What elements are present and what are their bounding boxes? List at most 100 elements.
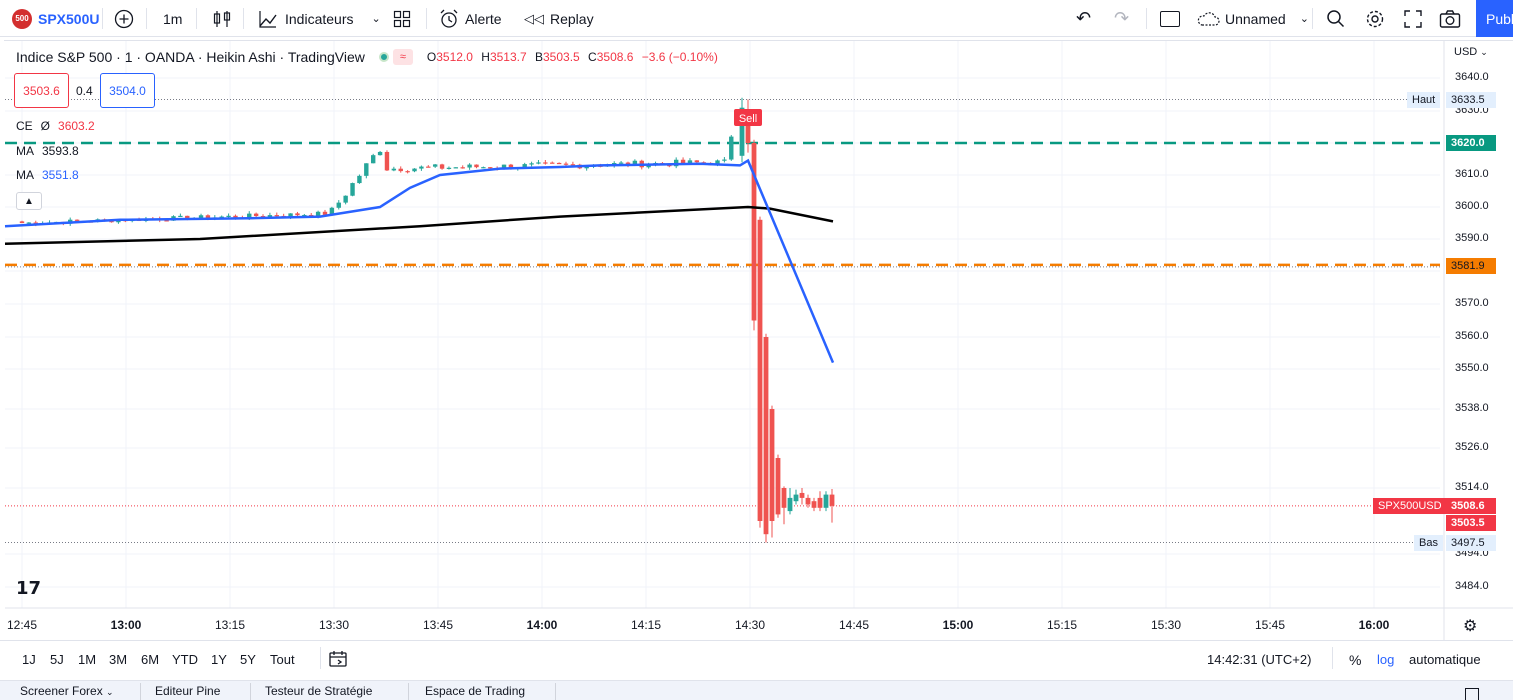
data-problem-icon[interactable]: ≈	[392, 49, 413, 65]
log-toggle[interactable]: log	[1377, 652, 1395, 667]
ohlc-values: O3512.0 H3513.7 B3503.5 C3508.6 −3.6 (−0…	[426, 50, 718, 64]
fullscreen-button[interactable]	[1403, 0, 1423, 37]
candle-body	[715, 160, 720, 166]
search-icon	[1327, 9, 1345, 27]
candle-body	[488, 167, 493, 169]
goto-date-button[interactable]	[328, 649, 348, 672]
candle-body	[823, 494, 829, 508]
candle-body	[763, 337, 769, 535]
candle-body	[350, 183, 355, 196]
price-tick: 3538.0	[1455, 402, 1489, 414]
candle-body	[739, 107, 745, 156]
price-tick: 3526.0	[1455, 441, 1489, 453]
indicator-name: MA	[16, 144, 34, 158]
tradingview-logo[interactable]: 17	[16, 578, 42, 599]
candle-body	[769, 409, 775, 521]
indicator-ma-slow[interactable]: MA 3593.8	[16, 144, 79, 158]
range-button-1y[interactable]: 1Y	[211, 652, 227, 667]
range-button-5y[interactable]: 5Y	[240, 652, 256, 667]
indicators-button[interactable]: Indicateurs ⌄	[257, 0, 381, 37]
auto-toggle[interactable]: automatique	[1409, 652, 1481, 667]
range-button-tout[interactable]: Tout	[270, 652, 295, 667]
bar-style-button[interactable]	[212, 0, 232, 37]
indicator-ce[interactable]: CE Ø 3603.2	[16, 119, 95, 133]
range-button-1j[interactable]: 1J	[22, 652, 36, 667]
snapshot-button[interactable]	[1439, 0, 1461, 37]
alarm-clock-icon	[440, 9, 458, 28]
candle-body	[694, 160, 700, 163]
candle-body	[274, 215, 279, 217]
settings-button[interactable]	[1365, 0, 1385, 37]
price-tick: 3590.0	[1455, 232, 1489, 244]
tab-forex-screener[interactable]: Screener Forex ⌄	[20, 684, 114, 698]
range-button-1m[interactable]: 1M	[78, 652, 97, 667]
range-button-5j[interactable]: 5J	[50, 652, 64, 667]
layout-name-button[interactable]: Unnamed ⌄	[1196, 0, 1309, 37]
maximize-panel-icon[interactable]	[1465, 688, 1479, 700]
range-button-ytd[interactable]: YTD	[172, 652, 198, 667]
candle-body	[295, 213, 300, 216]
time-tick: 14:00	[526, 618, 558, 632]
chart-grid	[5, 41, 1513, 640]
chart-pane[interactable]	[4, 40, 1513, 640]
candle-body	[74, 219, 80, 221]
candle-body	[474, 164, 479, 168]
layout-name: Unnamed	[1225, 10, 1286, 27]
alert-button[interactable]: Alerte	[438, 0, 502, 37]
candle-body	[550, 162, 555, 164]
search-button[interactable]	[1326, 0, 1346, 37]
tab-strategy-tester[interactable]: Testeur de Stratégie	[265, 684, 373, 698]
candle-body	[508, 164, 514, 169]
candle-body	[680, 159, 686, 164]
symbol-search[interactable]: 500 SPX500USD	[12, 0, 100, 37]
candle-body	[426, 166, 431, 168]
candle-body	[405, 171, 410, 173]
buy-button[interactable]: 3504.0	[100, 73, 155, 108]
candle-body	[460, 167, 465, 169]
collapse-legend-button[interactable]: ▲	[16, 192, 42, 210]
orange-level-label: 3581.9	[1446, 258, 1496, 274]
redo-button[interactable]: ↷	[1114, 0, 1129, 37]
time-tick: 13:15	[214, 618, 246, 632]
candle-body	[751, 143, 757, 321]
symbol-title: Indice S&P 500 · 1 · OANDA · Heikin Ashi…	[16, 49, 365, 65]
publish-button[interactable]: Publ	[1476, 0, 1513, 37]
signal-marks: Sell	[734, 109, 762, 126]
price-tick: 3560.0	[1455, 330, 1489, 342]
indicator-ma-fast[interactable]: MA 3551.8	[16, 168, 79, 182]
currency-selector[interactable]: USD ⌄	[1454, 46, 1488, 58]
sell-button[interactable]: 3503.6	[14, 73, 69, 108]
indicator-name: CE	[16, 119, 33, 133]
tab-pine-editor[interactable]: Editeur Pine	[155, 684, 221, 698]
layouts-button[interactable]	[393, 0, 411, 37]
undo-button[interactable]: ↶	[1076, 0, 1091, 37]
interval-button[interactable]: 1m	[163, 10, 183, 27]
tab-trading-panel[interactable]: Espace de Trading	[425, 684, 526, 698]
candle-body	[198, 215, 204, 218]
fullscreen-layout-button[interactable]	[1160, 0, 1180, 37]
chevron-down-icon: ⌄	[1299, 13, 1309, 25]
range-button-6m[interactable]: 6M	[141, 652, 160, 667]
low-value: 3497.5	[1446, 535, 1496, 551]
time-tick: 13:30	[318, 618, 350, 632]
cloud-icon	[1197, 11, 1220, 26]
axis-settings-button[interactable]: ⚙	[1463, 616, 1477, 636]
time-tick: 16:00	[1358, 618, 1390, 632]
replay-button[interactable]: ◁◁ Replay	[524, 0, 594, 37]
candle-body	[687, 160, 693, 164]
range-button-3m[interactable]: 3M	[109, 652, 128, 667]
time-tick: 15:30	[1150, 618, 1182, 632]
candle-body	[357, 175, 362, 184]
compare-button[interactable]	[113, 0, 135, 37]
percent-toggle[interactable]: %	[1349, 652, 1362, 668]
clock-timezone[interactable]: 14:42:31 (UTC+2)	[1207, 652, 1312, 667]
expand-icon	[1404, 9, 1422, 28]
candle-body	[729, 136, 734, 160]
price-chart[interactable]: Sell	[0, 40, 1513, 640]
chart-legend[interactable]: Indice S&P 500 · 1 · OANDA · Heikin Ashi…	[16, 49, 718, 65]
candle-body	[805, 497, 811, 505]
candle-body	[432, 164, 438, 167]
price-tick: 3514.0	[1455, 481, 1489, 493]
chevron-up-icon: ▲	[24, 195, 34, 207]
market-status-icon[interactable]	[378, 52, 389, 62]
